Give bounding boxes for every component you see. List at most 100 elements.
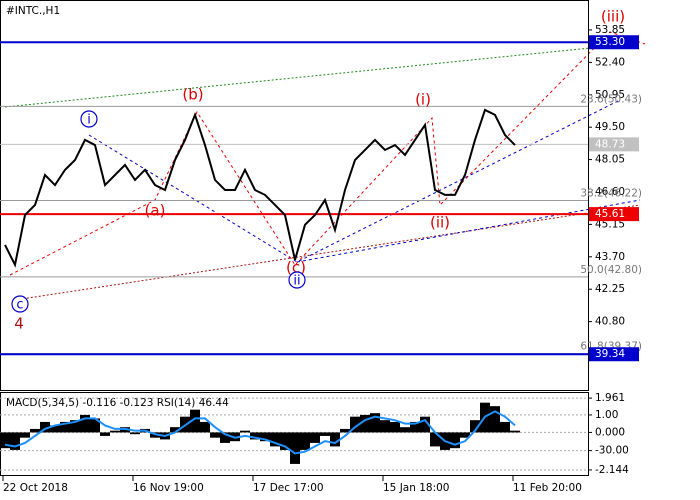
- y-tick-label: 45.15: [595, 218, 625, 230]
- histogram-bar: [260, 432, 270, 442]
- histogram-bar: [370, 413, 380, 433]
- histogram-bar: [320, 432, 330, 436]
- wave-label: (b): [182, 86, 203, 104]
- chart-title: #INTC.,H1: [6, 5, 60, 17]
- wave-label: c: [16, 298, 23, 313]
- histogram-bar: [240, 430, 250, 433]
- wave-label: (a): [145, 202, 166, 220]
- histogram-bar: [410, 421, 420, 433]
- y-tick-label: 53.85: [595, 24, 625, 36]
- wave-path: [9, 31, 646, 276]
- histogram-bar: [360, 414, 370, 433]
- wave-label: (c): [286, 259, 306, 277]
- histogram-bar: [70, 420, 80, 433]
- histogram-bar: [220, 432, 230, 443]
- histogram-bar: [350, 416, 360, 433]
- wave-label: i: [87, 113, 91, 128]
- price-level-label: 53.30: [595, 36, 625, 48]
- histogram-bar: [50, 425, 60, 433]
- histogram-bar: [300, 432, 310, 450]
- histogram-bar: [250, 432, 260, 440]
- wave-label: (iii): [601, 8, 625, 26]
- y-tick-label: 42.25: [595, 283, 625, 295]
- x-tick-label: 15 Jan 18:00: [383, 482, 449, 494]
- histogram-bar: [200, 421, 210, 433]
- histogram-bar: [330, 432, 340, 447]
- y-tick-label: 0.000: [595, 426, 625, 438]
- price-level-box: [589, 207, 639, 222]
- x-tick-label: 22 Oct 2018: [3, 482, 68, 494]
- histogram-bar: [130, 432, 140, 435]
- histogram-bar: [190, 409, 200, 433]
- histogram-bar: [380, 420, 390, 433]
- y-tick-label: 40.80: [595, 316, 625, 328]
- histogram-bar: [500, 421, 510, 433]
- histogram-bar: [290, 432, 300, 464]
- histogram-bar: [0, 432, 10, 449]
- histogram-bar: [170, 427, 180, 433]
- trend-line: [4, 44, 621, 108]
- wave-lines: [4, 31, 646, 301]
- trend-line: [14, 204, 641, 301]
- wave-circle: [11, 295, 29, 313]
- histogram-bar: [510, 430, 520, 433]
- fib-label: 38.2(46.22): [580, 187, 642, 199]
- histogram-bar: [470, 420, 480, 433]
- y-tick-label: -30.00: [595, 445, 629, 457]
- y-tick-label: 48.05: [595, 154, 625, 166]
- price-level-label: 45.61: [595, 208, 625, 220]
- histogram-bar: [400, 427, 410, 433]
- histogram-bar: [90, 418, 100, 433]
- wave-path: [296, 199, 641, 263]
- y-tick-label: 50.95: [595, 89, 625, 101]
- histogram-bar: [20, 432, 30, 438]
- price-level-box: [589, 137, 639, 152]
- histogram-bar: [30, 428, 40, 433]
- x-tick-label: 17 Dec 17:00: [253, 482, 324, 494]
- y-tick-label: 52.40: [595, 56, 625, 68]
- price-level-label: 48.73: [595, 138, 625, 150]
- histogram-bar: [420, 416, 430, 433]
- wave-label: (i): [415, 91, 431, 109]
- histogram-bar: [460, 432, 470, 438]
- wave-label: ii: [293, 274, 300, 289]
- main-frame: [0, 0, 589, 391]
- histogram-bar: [390, 421, 400, 433]
- indicator-title: MACD(5,34,5) -0.116 -0.123 RSI(14) 46.44: [6, 397, 229, 409]
- histogram-bar: [490, 406, 500, 433]
- histogram-bar: [270, 432, 280, 447]
- histogram-bar: [110, 430, 120, 433]
- histogram-bar: [100, 432, 110, 436]
- histogram-bar: [40, 421, 50, 433]
- wave-circle: [288, 271, 306, 289]
- x-tick-label: 11 Feb 20:00: [513, 482, 582, 494]
- y-tick-label: 1.00: [595, 409, 618, 421]
- histogram-bar: [430, 432, 440, 447]
- histogram-bar: [310, 432, 320, 443]
- histogram-bar: [80, 414, 90, 433]
- price-level-box: [589, 35, 639, 50]
- wave-label: (ii): [430, 214, 450, 232]
- y-tick-label: 49.50: [595, 121, 625, 133]
- y-tick-label: 43.70: [595, 251, 625, 263]
- histogram-bar: [280, 432, 290, 450]
- y-tick-label: -2.144: [595, 464, 629, 476]
- price-level-box: [589, 347, 639, 362]
- y-tick-label: 46.60: [595, 186, 625, 198]
- histogram-bar: [450, 432, 460, 449]
- price-level-label: 39.34: [595, 348, 625, 360]
- x-tick-label: 16 Nov 19:00: [133, 482, 204, 494]
- histogram-bar: [10, 432, 20, 450]
- wave-label: 4: [14, 315, 24, 333]
- y-tick-label: 1.961: [595, 392, 625, 404]
- fib-label: 23.6(50.43): [580, 93, 642, 105]
- histogram-bar: [340, 428, 350, 433]
- histogram-bar: [60, 421, 70, 433]
- signal-line: [4, 410, 516, 455]
- price-line: [4, 108, 516, 268]
- wave-circle: [80, 110, 98, 128]
- histogram-bar: [210, 432, 220, 438]
- fib-label: 50.0(42.80): [580, 264, 642, 276]
